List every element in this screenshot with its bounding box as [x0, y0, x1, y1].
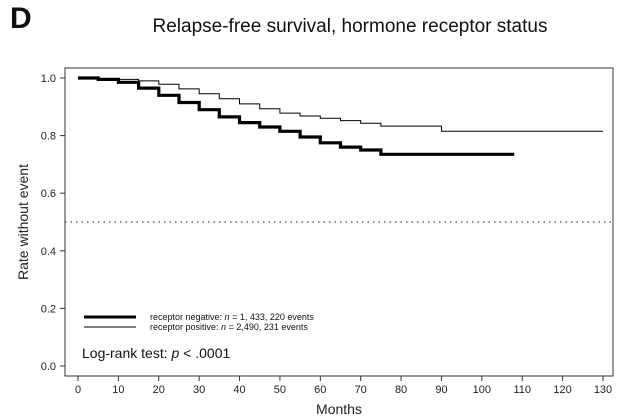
panel-label: D [10, 2, 32, 35]
x-tick-label: 20 [153, 384, 165, 396]
chart-title: Relapse-free survival, hormone receptor … [152, 16, 548, 37]
y-tick-label: 0.4 [41, 246, 56, 258]
log-rank-annotation: Log-rank test: p < .0001 [82, 345, 231, 361]
y-axis: 0.0 0.2 0.4 0.6 0.8 1.0 [41, 73, 65, 373]
y-tick-label: 1.0 [41, 73, 56, 85]
series-line-receptor-positive [78, 77, 603, 132]
x-axis: 0 10 20 30 40 50 60 70 80 90 100 110 120 130 [75, 376, 612, 396]
x-tick-label: 40 [233, 384, 245, 396]
x-tick-label: 0 [75, 384, 81, 396]
x-tick-label: 50 [274, 384, 286, 396]
x-tick-label: 100 [473, 384, 491, 396]
plot-frame [64, 67, 614, 377]
legend-label-receptor-negative: receptor negative: n = 1, 433, 220 event… [150, 312, 314, 322]
x-tick-label: 120 [553, 384, 571, 396]
legend-label-receptor-positive: receptor positive: n = 2,490, 231 events [150, 322, 308, 332]
x-tick-label: 110 [513, 384, 531, 396]
x-tick-label: 60 [314, 384, 326, 396]
series-layer [78, 76, 603, 156]
y-tick-label: 0.0 [41, 361, 56, 373]
x-tick-label: 90 [435, 384, 447, 396]
x-tick-label: 10 [112, 384, 124, 396]
y-axis-title: Rate without event [15, 164, 31, 280]
series-line-receptor-negative [78, 76, 515, 156]
x-tick-label: 80 [395, 384, 407, 396]
x-tick-label: 70 [355, 384, 367, 396]
x-tick-label: 30 [193, 384, 205, 396]
y-tick-label: 0.8 [41, 131, 56, 143]
legend: receptor negative: n = 1, 433, 220 event… [84, 312, 314, 332]
x-axis-title: Months [316, 401, 362, 417]
y-tick-label: 0.6 [41, 188, 56, 200]
y-tick-label: 0.2 [41, 303, 56, 315]
x-tick-label: 130 [594, 384, 612, 396]
